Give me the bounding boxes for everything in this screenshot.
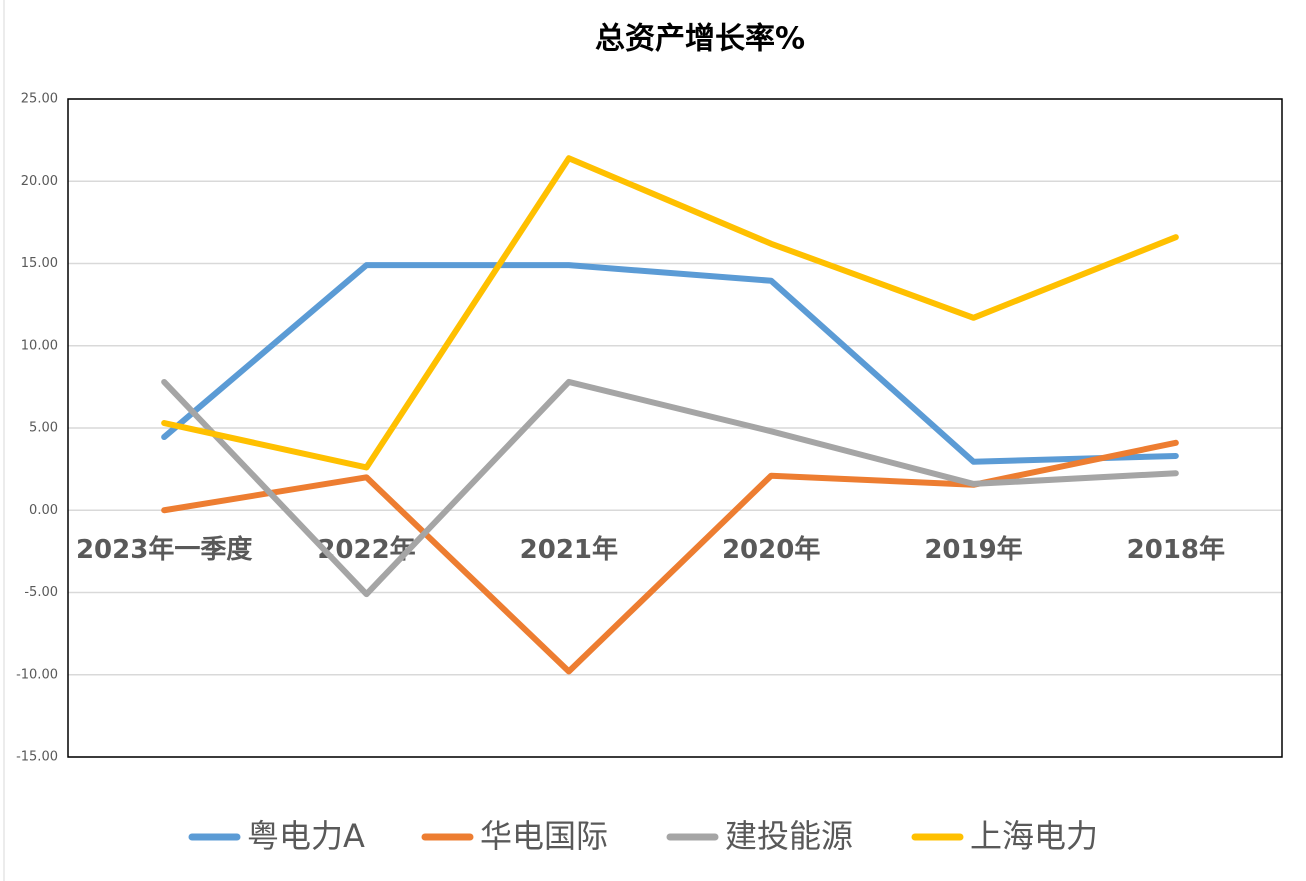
legend-label: 粤电力A bbox=[247, 817, 365, 855]
y-tick-label: 20.00 bbox=[21, 174, 58, 189]
x-tick-label: 2018年 bbox=[1127, 534, 1225, 565]
series-line bbox=[161, 378, 1179, 598]
plot-frame bbox=[67, 98, 1283, 758]
series-line bbox=[161, 262, 1179, 465]
chart-title: 总资产增长率% bbox=[595, 22, 805, 57]
legend-label: 华电国际 bbox=[480, 817, 608, 855]
y-tick-label: 15.00 bbox=[21, 256, 58, 271]
y-tick-label: 5.00 bbox=[29, 421, 58, 436]
y-tick-label: -10.00 bbox=[16, 667, 58, 682]
y-tick-label: 25.00 bbox=[21, 92, 58, 107]
legend-label: 建投能源 bbox=[725, 817, 853, 855]
legend-label: 上海电力 bbox=[970, 817, 1098, 855]
x-tick-label: 2021年 bbox=[520, 534, 618, 565]
series-line bbox=[161, 439, 1179, 675]
x-tick-label: 2019年 bbox=[924, 534, 1022, 565]
x-tick-label: 2020年 bbox=[722, 534, 820, 565]
y-tick-label: -5.00 bbox=[24, 585, 58, 600]
y-tick-label: 10.00 bbox=[21, 338, 58, 353]
x-tick-label: 2023年一季度 bbox=[76, 534, 252, 565]
y-tick-label: -15.00 bbox=[16, 750, 58, 765]
y-tick-label: 0.00 bbox=[29, 503, 58, 518]
series-line bbox=[161, 155, 1179, 471]
